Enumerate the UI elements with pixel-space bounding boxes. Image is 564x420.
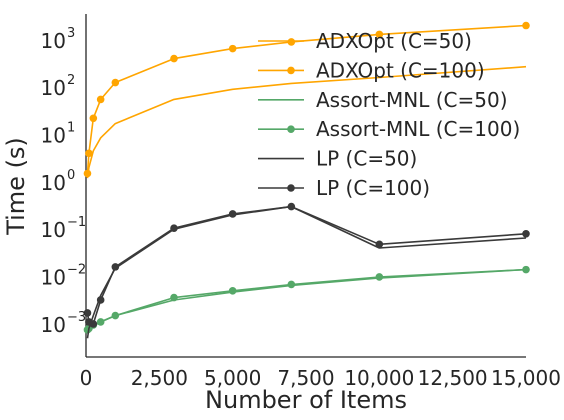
x-tick-label: 10,000 [344, 366, 414, 390]
series-line-2 [86, 268, 527, 332]
data-point [85, 149, 93, 158]
x-axis-label: Number of Items [205, 386, 407, 414]
data-point [111, 78, 120, 87]
y-tick-label: 10 [41, 171, 66, 195]
data-point [522, 21, 530, 30]
y-tick-base: 10 [41, 29, 66, 53]
series-line-0 [86, 65, 527, 179]
data-point [287, 38, 296, 46]
data-point [375, 273, 384, 281]
data-point [522, 265, 530, 274]
data-point [228, 44, 237, 53]
data-point [287, 202, 296, 211]
legend-entry-label: ADXOpt (C=50) [316, 29, 472, 53]
data-point [96, 296, 105, 304]
y-tick-exponent: 1 [67, 120, 75, 135]
data-point [522, 229, 530, 238]
y-tick-label: 10 [41, 313, 66, 337]
data-point [170, 54, 178, 63]
series-line-1 [86, 24, 527, 174]
series-line-3 [86, 268, 527, 331]
y-tick-exponent: −2 [67, 263, 86, 278]
x-tick-label: 7,500 [277, 366, 334, 390]
legend-entry-label: ADXOpt (C=100) [316, 58, 485, 82]
data-point [83, 309, 92, 317]
data-point [111, 311, 120, 320]
data-point [228, 286, 237, 295]
y-tick-exponent: −1 [67, 215, 86, 230]
x-tick-label: 12,500 [418, 366, 488, 390]
legend-swatch-marker [287, 125, 295, 133]
y-tick-exponent: 2 [67, 73, 75, 88]
y-tick-base: 10 [41, 266, 66, 290]
y-tick-label: 10 [41, 29, 66, 53]
x-tick-label: 15,000 [491, 366, 561, 390]
data-point [111, 263, 120, 271]
data-point [89, 114, 98, 123]
y-tick-label: 10 [41, 123, 66, 147]
y-tick-base: 10 [41, 313, 66, 337]
legend: ADXOpt (C=50) ADXOpt (C=100) Assort-MNL (C… [258, 29, 520, 200]
y-tick-base: 10 [41, 76, 66, 100]
y-tick-label: 10 [41, 76, 66, 100]
data-point [170, 224, 178, 232]
x-tick-label: 0 [80, 366, 93, 390]
data-point [89, 320, 98, 328]
y-tick-exponent: 0 [67, 168, 75, 183]
y-tick-exponent: 3 [67, 26, 75, 41]
legend-swatch-marker [287, 66, 295, 75]
legend-entry-label: LP (C=100) [316, 176, 430, 200]
y-tick-exponent: −3 [67, 310, 86, 325]
data-point [375, 30, 384, 39]
axes [85, 14, 526, 358]
data-point [375, 240, 384, 249]
x-tick-label: 2,500 [131, 366, 188, 390]
legend-entry-label: Assort-MNL (C=50) [316, 88, 508, 112]
y-tick-label: 10 [41, 266, 66, 290]
legend-entry-label: LP (C=50) [316, 147, 417, 171]
y-tick-base: 10 [41, 218, 66, 242]
data-point [170, 293, 178, 302]
data-point [83, 169, 92, 178]
y-tick-base: 10 [41, 171, 66, 195]
y-tick-label: 10 [41, 218, 66, 242]
data-point [96, 95, 105, 104]
legend-swatch-marker [287, 184, 295, 192]
y-tick-base: 10 [41, 123, 66, 147]
data-point [287, 280, 296, 289]
x-tick-label: 5,000 [204, 366, 261, 390]
legend-entry-label: Assort-MNL (C=100) [316, 117, 520, 141]
data-point [96, 318, 105, 326]
data-point [228, 210, 237, 218]
series-lines [83, 21, 530, 339]
y-axis-label: Time (s) [2, 137, 30, 236]
